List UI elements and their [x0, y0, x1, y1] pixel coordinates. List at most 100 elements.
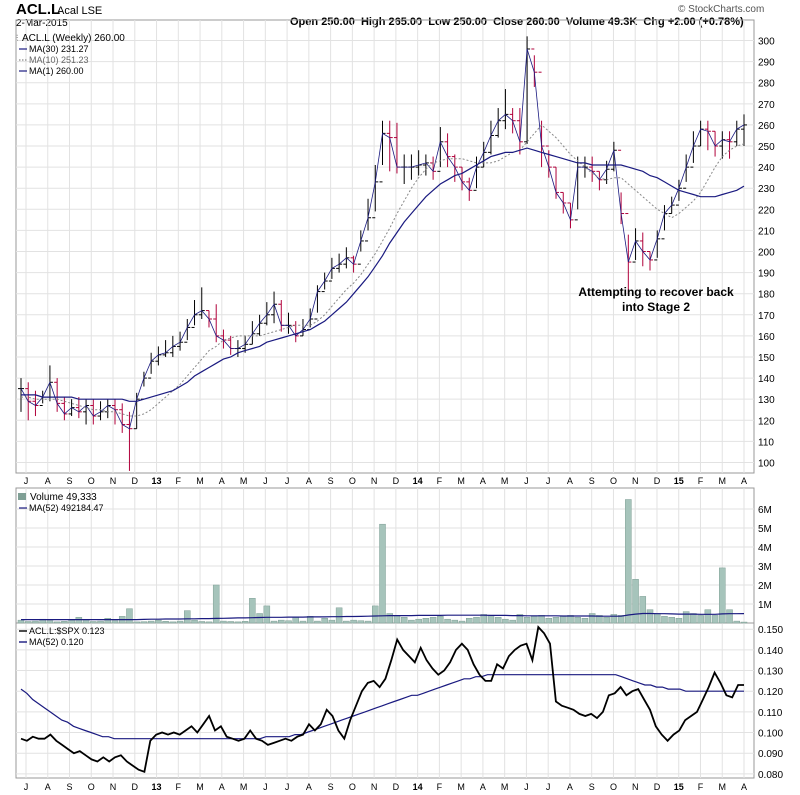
volume-bar	[227, 621, 234, 624]
y-tick-label: 0.150	[758, 625, 783, 636]
x-tick-label: J	[263, 782, 268, 792]
volume-icon	[18, 493, 26, 500]
y-tick-label: 250	[758, 142, 775, 153]
volume-bar	[321, 618, 328, 624]
x-tick-label: A	[45, 476, 51, 486]
x-tick-label: F	[698, 476, 704, 486]
volume-bar	[509, 619, 516, 624]
x-tick-label: J	[546, 476, 551, 486]
volume-bar	[24, 621, 32, 624]
volume-bar	[632, 579, 639, 624]
volume-bar	[299, 620, 307, 624]
panel-frame	[15, 19, 755, 474]
symbol-title: ACL.L	[16, 1, 61, 18]
volume-bar	[531, 616, 538, 624]
volume-bar	[147, 620, 155, 624]
y-tick-label: 300	[758, 37, 775, 48]
volume-bar	[184, 610, 191, 624]
x-tick-label: O	[349, 782, 356, 792]
volume-bar	[241, 621, 249, 624]
volume-bar	[53, 621, 61, 624]
volume-bar	[379, 523, 386, 624]
low-value: 250.00	[453, 16, 487, 28]
volume-bar	[646, 609, 654, 624]
volume-bar	[162, 621, 169, 624]
panel-frame	[15, 622, 755, 779]
volume-bar	[32, 620, 39, 624]
y-tick-label: 4M	[758, 543, 772, 554]
volume-bar	[516, 614, 524, 624]
x-tick-label: N	[632, 782, 639, 792]
volume-bar	[697, 615, 704, 624]
x-tick-label: M	[501, 782, 509, 792]
y-tick-label: 180	[758, 290, 775, 301]
x-tick-label: J	[524, 476, 529, 486]
x-tick-label: A	[306, 476, 312, 486]
y-tick-label: 110	[758, 437, 774, 448]
y-tick-label: 280	[758, 79, 775, 90]
volume-bar	[494, 617, 502, 624]
volume-bar	[675, 618, 683, 624]
x-tick-label: J	[285, 476, 290, 486]
x-tick-label: M	[457, 782, 465, 792]
chart-annotation: into Stage 2	[622, 300, 690, 314]
volume-bar	[429, 617, 437, 624]
volume-ma-line	[21, 612, 745, 621]
volume-bar	[704, 609, 712, 624]
x-tick-label: F	[437, 782, 443, 792]
y-tick-label: 0.120	[758, 687, 783, 698]
y-tick-label: 0.140	[758, 646, 783, 657]
y-tick-label: 200	[758, 248, 775, 259]
x-tick-label: O	[610, 476, 617, 486]
legend-label: MA(52) 0.120	[29, 637, 84, 647]
x-tick-label: M	[501, 476, 509, 486]
volume-bar	[357, 620, 365, 624]
x-tick-label: 15	[674, 782, 684, 792]
volume-bar	[711, 615, 719, 624]
volume-bar	[480, 614, 487, 624]
chg-label: Chg	[643, 16, 665, 28]
close-label: Close	[493, 16, 524, 28]
volume-bar	[596, 615, 603, 624]
brand-watermark: © StockCharts.com	[678, 4, 765, 15]
volume-bar	[212, 584, 220, 624]
y-tick-label: 6M	[758, 505, 772, 516]
volume-bar	[372, 605, 379, 624]
volume-bar	[661, 616, 668, 624]
x-tick-label: A	[45, 782, 51, 792]
legend-label: ACL.L:$SPX 0.123	[29, 626, 105, 636]
exchange-label: Acal LSE	[57, 5, 103, 17]
x-tick-label: N	[110, 782, 117, 792]
volume-bar	[220, 620, 227, 624]
y-tick-label: 0.130	[758, 667, 783, 678]
ma1-line	[20, 48, 745, 430]
volume-bar	[205, 621, 213, 624]
volume-bar	[415, 618, 422, 624]
x-tick-label: D	[393, 476, 400, 486]
high-label: High	[360, 16, 386, 28]
volume-bar	[61, 621, 68, 624]
y-tick-label: 100	[758, 458, 775, 469]
x-tick-label: N	[110, 476, 117, 486]
x-tick-label: D	[654, 782, 661, 792]
volume-bar	[588, 613, 596, 624]
x-tick-label: J	[24, 476, 29, 486]
y-tick-label: 290	[758, 58, 775, 69]
y-tick-label: 3M	[758, 562, 772, 573]
chg-value: +2.00 (+0.78%)	[667, 16, 744, 28]
volume-bar	[343, 620, 350, 624]
volume-bar	[639, 596, 647, 624]
volume-bar	[408, 619, 415, 624]
x-tick-label: S	[589, 476, 595, 486]
x-tick-label: M	[196, 782, 204, 792]
volume-bar	[581, 618, 589, 624]
x-tick-label: O	[88, 476, 95, 486]
y-tick-label: 260	[758, 121, 775, 132]
volume-bar	[386, 613, 393, 624]
volume-bar	[198, 621, 205, 624]
x-tick-label: S	[328, 476, 334, 486]
x-tick-label: S	[328, 782, 334, 792]
ma10-line	[21, 124, 745, 417]
x-tick-label: A	[480, 476, 486, 486]
x-tick-label: O	[349, 476, 356, 486]
